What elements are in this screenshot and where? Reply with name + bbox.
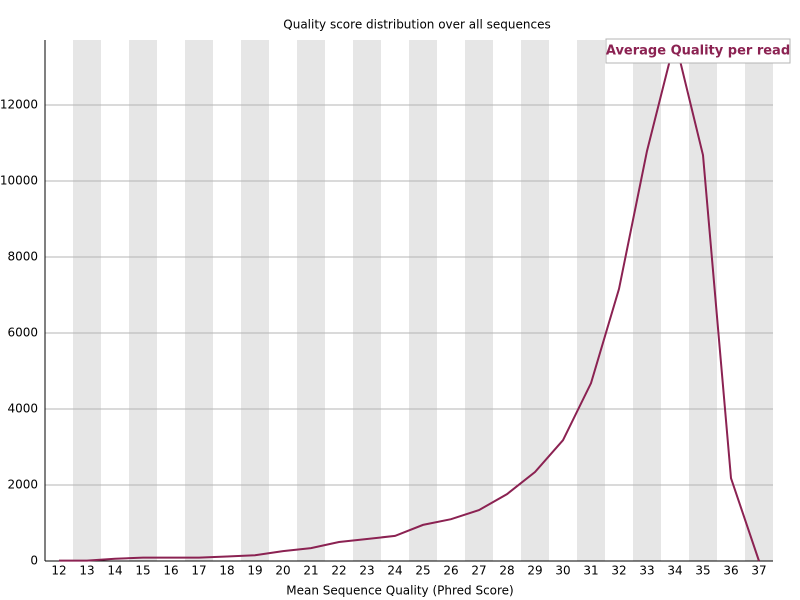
x-tick-label: 36 bbox=[723, 564, 738, 578]
x-tick-label: 20 bbox=[275, 564, 290, 578]
x-tick-label: 34 bbox=[667, 564, 682, 578]
x-tick-label: 19 bbox=[247, 564, 262, 578]
x-tick-label: 14 bbox=[107, 564, 122, 578]
x-tick-label: 28 bbox=[499, 564, 514, 578]
legend-box bbox=[605, 38, 791, 64]
x-tick-label: 21 bbox=[303, 564, 318, 578]
x-tick-label: 17 bbox=[191, 564, 206, 578]
y-tick-label: 0 bbox=[30, 554, 38, 568]
x-tick-label: 27 bbox=[471, 564, 486, 578]
band-stripe bbox=[297, 40, 325, 561]
x-axis-label: Mean Sequence Quality (Phred Score) bbox=[286, 584, 514, 598]
band-stripe bbox=[745, 40, 773, 561]
band-stripe bbox=[633, 40, 661, 561]
band-stripe bbox=[689, 40, 717, 561]
y-tick-label: 6000 bbox=[7, 325, 38, 339]
x-tick-label: 12 bbox=[51, 564, 66, 578]
x-tick-label: 13 bbox=[79, 564, 94, 578]
x-tick-label: 29 bbox=[527, 564, 542, 578]
x-tick-label: 16 bbox=[163, 564, 178, 578]
band-stripe bbox=[73, 40, 101, 561]
x-tick-label: 31 bbox=[583, 564, 598, 578]
band-stripe bbox=[521, 40, 549, 561]
x-tick-label: 24 bbox=[387, 564, 402, 578]
data-line bbox=[59, 39, 760, 562]
legend-label: Average Quality per read bbox=[606, 44, 790, 59]
y-tick-label: 4000 bbox=[7, 401, 38, 415]
legend: Average Quality per read bbox=[605, 38, 791, 64]
x-tick-label: 33 bbox=[639, 564, 654, 578]
band-stripe bbox=[185, 40, 213, 561]
y-tick-label: 10000 bbox=[0, 173, 38, 187]
band-stripe bbox=[353, 40, 381, 561]
x-tick-label: 37 bbox=[751, 564, 766, 578]
y-tick-label: 12000 bbox=[0, 97, 38, 111]
x-tick-label: 18 bbox=[219, 564, 234, 578]
x-tick-label: 30 bbox=[555, 564, 570, 578]
y-tick-label: 8000 bbox=[7, 249, 38, 263]
x-tick-label: 23 bbox=[359, 564, 374, 578]
x-tick-label: 26 bbox=[443, 564, 458, 578]
band-stripe bbox=[129, 40, 157, 561]
band-stripe bbox=[577, 40, 605, 561]
y-tick-label: 2000 bbox=[7, 477, 38, 491]
x-tick-label: 35 bbox=[695, 564, 710, 578]
x-tick-label: 32 bbox=[611, 564, 626, 578]
band-stripe bbox=[465, 40, 493, 561]
x-tick-label: 22 bbox=[331, 564, 346, 578]
x-tick-label: 25 bbox=[415, 564, 430, 578]
band-stripe bbox=[241, 40, 269, 561]
chart-title: Quality score distribution over all sequ… bbox=[283, 18, 550, 32]
band-stripe bbox=[409, 40, 437, 561]
x-tick-label: 15 bbox=[135, 564, 150, 578]
